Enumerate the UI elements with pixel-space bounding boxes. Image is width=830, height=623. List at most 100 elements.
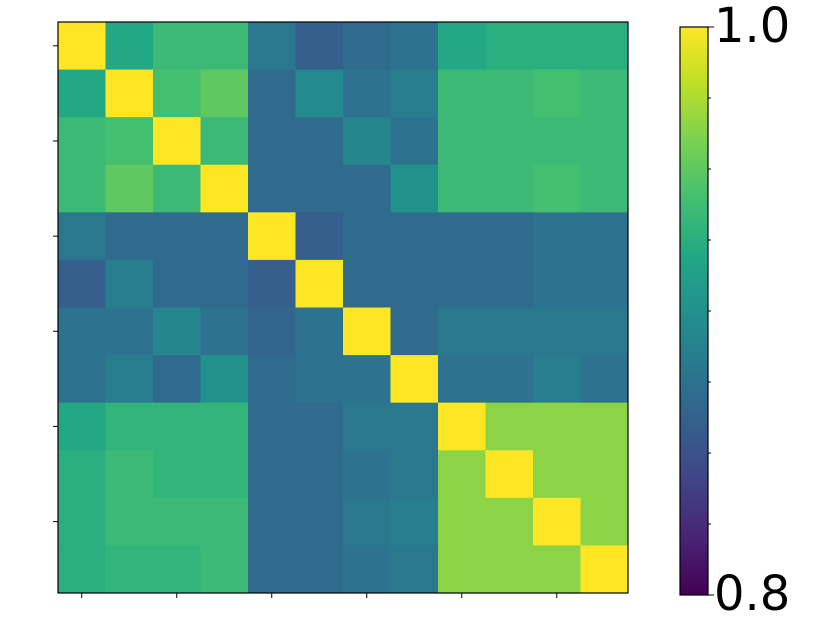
- heatmap-cell: [533, 355, 581, 404]
- heatmap-cell: [200, 497, 249, 546]
- heatmap-cell: [580, 497, 629, 546]
- heatmap-cell: [200, 117, 249, 166]
- heatmap-cell: [533, 117, 581, 166]
- colorbar-tick-label: 1.0: [714, 0, 790, 54]
- heatmap-cell: [248, 450, 296, 499]
- plot-frame: [57, 21, 629, 594]
- heatmap-cell: [153, 69, 201, 118]
- heatmap-cell: [58, 307, 106, 356]
- heatmap-cell: [390, 212, 439, 261]
- heatmap-cell: [105, 497, 154, 546]
- heatmap-cell: [343, 402, 391, 451]
- heatmap-cell: [58, 402, 106, 451]
- heatmap-cell: [533, 164, 581, 213]
- heatmap-cell: [200, 164, 249, 213]
- heatmap-cell: [580, 545, 629, 594]
- heatmap-cell: [295, 117, 344, 166]
- heatmap-cell: [438, 355, 486, 404]
- heatmap-cell: [533, 450, 581, 499]
- heatmap-cell: [58, 164, 106, 213]
- heatmap-cell: [390, 497, 439, 546]
- heatmap-cell: [390, 355, 439, 404]
- heatmap-cell: [248, 545, 296, 594]
- heatmap-cell: [200, 22, 249, 70]
- heatmap-cell: [390, 259, 439, 308]
- heatmap-cell: [438, 117, 486, 166]
- heatmap-cell: [343, 450, 391, 499]
- heatmap-cell: [248, 307, 296, 356]
- heatmap-cell: [153, 212, 201, 261]
- heatmap-cell: [438, 497, 486, 546]
- heatmap-cell: [153, 259, 201, 308]
- heatmap-cell: [295, 497, 344, 546]
- heatmap-cell: [153, 450, 201, 499]
- heatmap-cell: [343, 545, 391, 594]
- heatmap-cell: [485, 212, 534, 261]
- heatmap-cell: [485, 117, 534, 166]
- heatmap-cell: [438, 307, 486, 356]
- heatmap-cell: [200, 402, 249, 451]
- heatmap-cell: [580, 450, 629, 499]
- heatmap-cell: [390, 164, 439, 213]
- heatmap-cell: [390, 117, 439, 166]
- heatmap-cell: [438, 545, 486, 594]
- heatmap-cell: [58, 450, 106, 499]
- heatmap-cell: [153, 402, 201, 451]
- heatmap-cell: [390, 69, 439, 118]
- heatmap-cell: [248, 22, 296, 70]
- heatmap-cell: [58, 355, 106, 404]
- heatmap-cell: [390, 22, 439, 70]
- heatmap-cell: [248, 212, 296, 261]
- heatmap-cell: [153, 355, 201, 404]
- heatmap-cell: [105, 117, 154, 166]
- heatmap-cell: [248, 69, 296, 118]
- heatmap-cell: [295, 402, 344, 451]
- heatmap-cell: [580, 117, 629, 166]
- heatmap-cell: [295, 545, 344, 594]
- heatmap-cell: [580, 402, 629, 451]
- heatmap-cell: [485, 164, 534, 213]
- heatmap-cell: [485, 259, 534, 308]
- heatmap-cell: [200, 212, 249, 261]
- heatmap: [58, 22, 629, 594]
- heatmap-cell: [58, 259, 106, 308]
- heatmap-cell: [295, 259, 344, 308]
- heatmap-cell: [343, 22, 391, 70]
- heatmap-cell: [580, 259, 629, 308]
- heatmap-cell: [485, 450, 534, 499]
- heatmap-cell: [485, 355, 534, 404]
- heatmap-cell: [390, 402, 439, 451]
- heatmap-cell: [248, 117, 296, 166]
- heatmap-cell: [295, 307, 344, 356]
- heatmap-cell: [200, 307, 249, 356]
- heatmap-cell: [485, 545, 534, 594]
- heatmap-cell: [248, 497, 296, 546]
- heatmap-cell: [295, 69, 344, 118]
- heatmap-cell: [533, 212, 581, 261]
- heatmap-cell: [153, 164, 201, 213]
- heatmap-cell: [105, 259, 154, 308]
- heatmap-cell: [105, 69, 154, 118]
- heatmap-cell: [533, 22, 581, 70]
- heatmap-cell: [248, 402, 296, 451]
- heatmap-cell: [200, 450, 249, 499]
- heatmap-cell: [105, 164, 154, 213]
- heatmap-cell: [295, 164, 344, 213]
- heatmap-cell: [438, 69, 486, 118]
- heatmap-cell: [58, 22, 106, 70]
- heatmap-cell: [105, 307, 154, 356]
- heatmap-cell: [248, 164, 296, 213]
- heatmap-cell: [105, 402, 154, 451]
- heatmap-cell: [438, 259, 486, 308]
- heatmap-cell: [58, 497, 106, 546]
- heatmap-cell: [105, 22, 154, 70]
- heatmap-cell: [295, 355, 344, 404]
- heatmap-cell: [390, 307, 439, 356]
- heatmap-cell: [58, 545, 106, 594]
- heatmap-cell: [153, 22, 201, 70]
- heatmap-cell: [580, 212, 629, 261]
- heatmap-cell: [200, 545, 249, 594]
- heatmap-cell: [105, 355, 154, 404]
- heatmap-cell: [390, 545, 439, 594]
